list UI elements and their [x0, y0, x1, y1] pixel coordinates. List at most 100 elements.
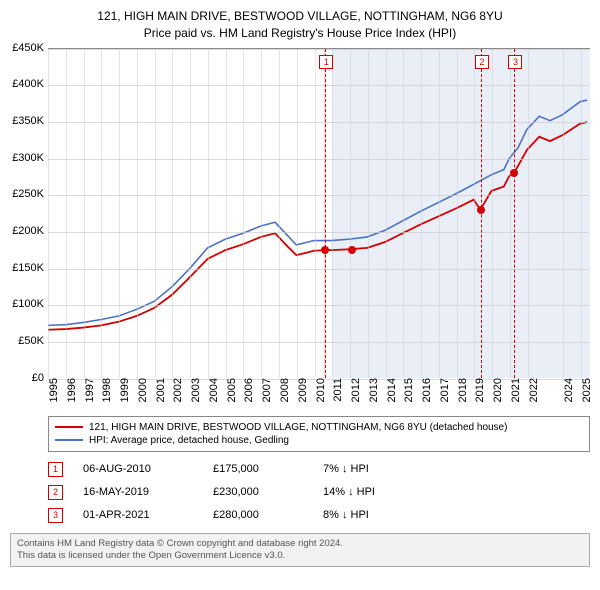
x-axis-label: 2024: [559, 378, 575, 402]
gridline-v: [137, 49, 138, 378]
gridline-v: [172, 49, 173, 378]
sale-price: £175,000: [213, 463, 303, 475]
gridline-v: [403, 49, 404, 378]
gridline-v: [297, 49, 298, 378]
sale-point: [348, 246, 356, 254]
legend-row: HPI: Average price, detached house, Gedl…: [55, 434, 583, 447]
x-axis-label: 1997: [80, 378, 96, 402]
gridline-v: [563, 49, 564, 378]
x-axis-label: 2017: [435, 378, 451, 402]
x-axis-label: 2016: [417, 378, 433, 402]
sale-vline: [325, 49, 326, 378]
gridline-h: [48, 195, 589, 196]
y-axis-label: £400K: [12, 78, 48, 90]
legend-swatch: [55, 426, 83, 428]
gridline-v: [368, 49, 369, 378]
sale-marker-ref: 1: [48, 462, 63, 477]
gridline-v: [492, 49, 493, 378]
gridline-h: [48, 49, 589, 50]
chart-title: 121, HIGH MAIN DRIVE, BESTWOOD VILLAGE, …: [0, 0, 600, 42]
sale-marker: 2: [475, 55, 489, 69]
x-axis-label: 1998: [97, 378, 113, 402]
legend-label: HPI: Average price, detached house, Gedl…: [89, 435, 289, 446]
footer-line2: This data is licensed under the Open Gov…: [17, 550, 583, 562]
x-axis-label: 2007: [257, 378, 273, 402]
x-axis-label: 2011: [328, 378, 344, 402]
gridline-v: [48, 49, 49, 378]
gridline-v: [119, 49, 120, 378]
gridline-h: [48, 305, 589, 306]
y-axis-label: £100K: [12, 298, 48, 310]
gridline-v: [421, 49, 422, 378]
sale-row: 106-AUG-2010£175,0007% ↓ HPI: [48, 458, 590, 481]
x-axis-label: 2019: [470, 378, 486, 402]
gridline-v: [528, 49, 529, 378]
x-axis-label: 2015: [399, 378, 415, 402]
sale-row: 216-MAY-2019£230,00014% ↓ HPI: [48, 481, 590, 504]
x-axis-label: 2025: [577, 378, 593, 402]
x-axis-label: 1999: [115, 378, 131, 402]
gridline-h: [48, 159, 589, 160]
gridline-v: [226, 49, 227, 378]
x-axis-label: 2018: [453, 378, 469, 402]
x-axis-label: 2006: [239, 378, 255, 402]
x-axis-label: 2008: [275, 378, 291, 402]
gridline-v: [66, 49, 67, 378]
sales-table: 106-AUG-2010£175,0007% ↓ HPI216-MAY-2019…: [48, 458, 590, 527]
gridline-h: [48, 122, 589, 123]
y-axis-label: £300K: [12, 152, 48, 164]
y-axis-label: £200K: [12, 225, 48, 237]
gridline-v: [84, 49, 85, 378]
gridline-v: [439, 49, 440, 378]
gridline-v: [243, 49, 244, 378]
x-axis-label: 2009: [293, 378, 309, 402]
gridline-v: [581, 49, 582, 378]
series-property: [48, 122, 587, 330]
title-line2: Price paid vs. HM Land Registry's House …: [0, 25, 600, 42]
x-axis-label: 1996: [62, 378, 78, 402]
gridline-v: [457, 49, 458, 378]
x-axis-label: 2000: [133, 378, 149, 402]
gridline-v: [279, 49, 280, 378]
gridline-v: [190, 49, 191, 378]
sale-vline: [514, 49, 515, 378]
x-axis-label: 2005: [222, 378, 238, 402]
sale-row: 3 01-APR-2021 £280,000 8% ↓ HPI: [48, 504, 590, 527]
footer-line1: Contains HM Land Registry data © Crown c…: [17, 538, 583, 550]
sale-date: 01-APR-2021: [83, 509, 193, 521]
sale-marker: 3: [508, 55, 522, 69]
gridline-h: [48, 269, 589, 270]
sale-point: [321, 246, 329, 254]
x-axis-label: 2004: [204, 378, 220, 402]
sale-diff: 8% ↓ HPI: [323, 509, 369, 521]
sale-diff: 14% ↓ HPI: [323, 486, 375, 498]
x-axis-label: 2021: [506, 378, 522, 402]
x-axis-label: 2022: [524, 378, 540, 402]
x-axis-label: 2003: [186, 378, 202, 402]
gridline-v: [261, 49, 262, 378]
title-line1: 121, HIGH MAIN DRIVE, BESTWOOD VILLAGE, …: [0, 8, 600, 25]
x-axis-label: 2010: [311, 378, 327, 402]
gridline-v: [332, 49, 333, 378]
y-axis-label: £450K: [12, 42, 48, 54]
x-axis-label: 2012: [346, 378, 362, 402]
gridline-v: [155, 49, 156, 378]
sale-price: £280,000: [213, 509, 303, 521]
x-axis-label: 2002: [168, 378, 184, 402]
sale-date: 06-AUG-2010: [83, 463, 193, 475]
gridline-v: [208, 49, 209, 378]
gridline-v: [350, 49, 351, 378]
gridline-v: [510, 49, 511, 378]
x-axis-label: 1995: [44, 378, 60, 402]
series-hpi: [48, 100, 587, 325]
page-root: 121, HIGH MAIN DRIVE, BESTWOOD VILLAGE, …: [0, 0, 600, 590]
sale-marker-ref: 2: [48, 485, 63, 500]
gridline-v: [474, 49, 475, 378]
y-axis-label: £150K: [12, 262, 48, 274]
x-axis-label: 2014: [382, 378, 398, 402]
legend-box: 121, HIGH MAIN DRIVE, BESTWOOD VILLAGE, …: [48, 416, 590, 452]
gridline-h: [48, 342, 589, 343]
sale-price: £230,000: [213, 486, 303, 498]
sale-marker-ref: 3: [48, 508, 63, 523]
gridline-v: [386, 49, 387, 378]
